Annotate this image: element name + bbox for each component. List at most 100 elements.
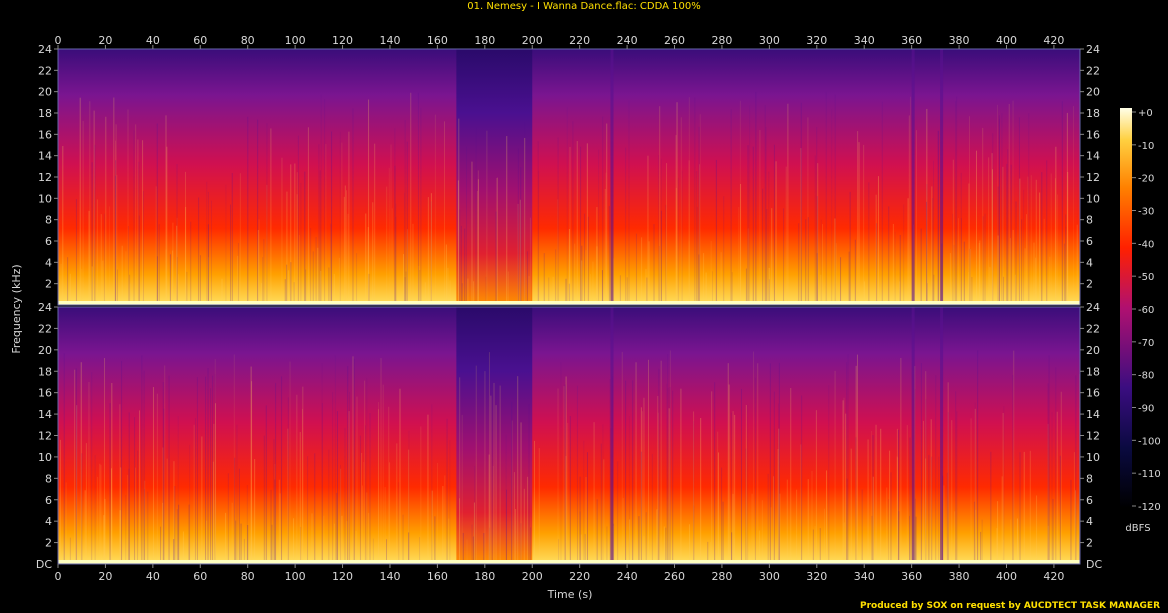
spectrogram-streak: [973, 501, 975, 564]
x-tick-label-top: 0: [55, 34, 62, 47]
spectrogram-streak: [235, 520, 237, 564]
colorbar-label: dBFS: [1125, 523, 1150, 534]
x-tick-label-top: 60: [193, 34, 207, 47]
spectrogram-streak: [657, 412, 659, 564]
spectrogram-streak: [190, 221, 192, 305]
spectrogram-streak: [462, 532, 464, 564]
x-tick-label-bottom: 380: [949, 570, 970, 583]
spectrogram-streak: [749, 105, 751, 305]
spectrogram-streak: [888, 206, 890, 305]
spectrogram-streak: [567, 422, 569, 564]
spectrogram-streak: [765, 127, 767, 305]
spectrogram-streak: [263, 435, 265, 564]
spectrogram-streak: [519, 199, 521, 305]
y-tick-label: 6: [45, 494, 52, 507]
spectrogram-streak: [300, 182, 302, 305]
spectrogram-streak: [311, 513, 313, 564]
spectrogram-streak: [932, 198, 934, 305]
spectrogram-streak: [747, 404, 749, 564]
spectrogram-streak: [103, 213, 105, 305]
spectrogram-streak: [717, 431, 719, 564]
spectrogram-streak: [260, 283, 262, 305]
spectrogram-streak: [459, 209, 461, 305]
spectrogram-streak: [231, 173, 233, 305]
spectrogram-streak: [524, 137, 526, 305]
spectrogram-streak: [492, 465, 494, 564]
spectrogram-streak: [955, 391, 957, 564]
spectrogram-streak: [251, 381, 253, 564]
spectrogram-streak: [710, 542, 712, 564]
spectrogram-streak: [850, 448, 852, 564]
spectrogram-streak: [1002, 412, 1004, 564]
spectrogram-streak: [420, 107, 422, 305]
spectrogram-streak: [628, 100, 630, 305]
spectrogram-streak: [520, 167, 522, 305]
spectrogram-streak: [593, 422, 595, 564]
spectrogram-streak: [892, 223, 894, 305]
x-tick-label-top: 260: [664, 34, 685, 47]
spectrogram-streak: [734, 414, 736, 564]
spectrogram-streak: [807, 117, 809, 305]
y-tick-label: 20: [38, 344, 52, 357]
spectrogram-streak: [1078, 429, 1080, 564]
spectrogram-streak: [213, 423, 215, 564]
spectrogram-streak: [947, 382, 949, 564]
spectrogram-streak: [319, 170, 321, 305]
spectrogram-streak: [394, 165, 396, 305]
spectrogram-streak: [931, 456, 933, 564]
spectrogram-panels: [58, 49, 1081, 564]
spectrogram-streak: [406, 141, 408, 305]
spectrogram-streak: [1049, 256, 1051, 305]
spectrogram-streak: [270, 489, 272, 564]
spectrogram-streak: [1002, 166, 1004, 305]
y-tick-label: 8: [45, 214, 52, 227]
spectrogram-streak: [997, 186, 999, 305]
spectrogram-streak: [156, 393, 158, 564]
spectrogram-streak: [751, 493, 753, 564]
spectrogram-streak: [1056, 411, 1058, 564]
spectrogram-streak: [85, 443, 87, 564]
spectrogram-streak: [69, 273, 71, 305]
spectrogram-streak: [380, 358, 382, 564]
spectrogram-streak: [1019, 452, 1021, 564]
spectrogram-streak: [142, 140, 144, 305]
spectrogram-streak: [745, 405, 747, 564]
spectrogram-streak: [188, 504, 190, 564]
spectrogram-streak: [557, 388, 559, 564]
spectrogram-streak: [156, 123, 158, 305]
spectrogram-streak: [978, 242, 980, 305]
spectrogram-streak: [903, 204, 905, 305]
spectrogram-streak: [909, 437, 911, 564]
spectrogram-streak: [857, 131, 859, 305]
spectrogram-streak: [557, 137, 559, 305]
spectrogram-streak: [672, 390, 674, 564]
spectrogram-streak: [875, 194, 877, 305]
y-tick-label: 8: [45, 472, 52, 485]
spectrogram-streak: [207, 191, 209, 305]
spectrogram-streak: [783, 208, 785, 305]
spectrogram-streak: [1076, 224, 1078, 305]
spectrogram-streak: [165, 249, 167, 305]
spectrogram-streak: [511, 420, 513, 564]
spectrogram-streak: [766, 209, 768, 305]
x-tick-label-bottom: 340: [854, 570, 875, 583]
spectrogram-streak: [768, 267, 770, 305]
spectrogram-streak: [176, 257, 178, 305]
spectrogram-streak: [680, 117, 682, 305]
spectrogram-streak: [960, 172, 962, 305]
x-tick-label-top: 20: [98, 34, 112, 47]
spectrogram-streak: [297, 135, 299, 305]
spectrogram-streak: [915, 130, 917, 305]
spectrogram-streak: [875, 424, 877, 564]
spectrogram-streak: [176, 509, 178, 564]
spectrogram-streak: [206, 520, 208, 564]
spectrogram-streak: [356, 396, 358, 564]
spectrogram-streak: [457, 180, 459, 305]
spectrogram-streak: [831, 108, 833, 305]
spectrogram-streak: [1075, 375, 1077, 564]
spectrogram-streak: [138, 215, 140, 305]
spectrogram-streak: [568, 283, 570, 305]
y-tick-label: 12: [38, 171, 52, 184]
x-tick-label-top: 180: [474, 34, 495, 47]
x-tick-label-bottom: 80: [241, 570, 255, 583]
